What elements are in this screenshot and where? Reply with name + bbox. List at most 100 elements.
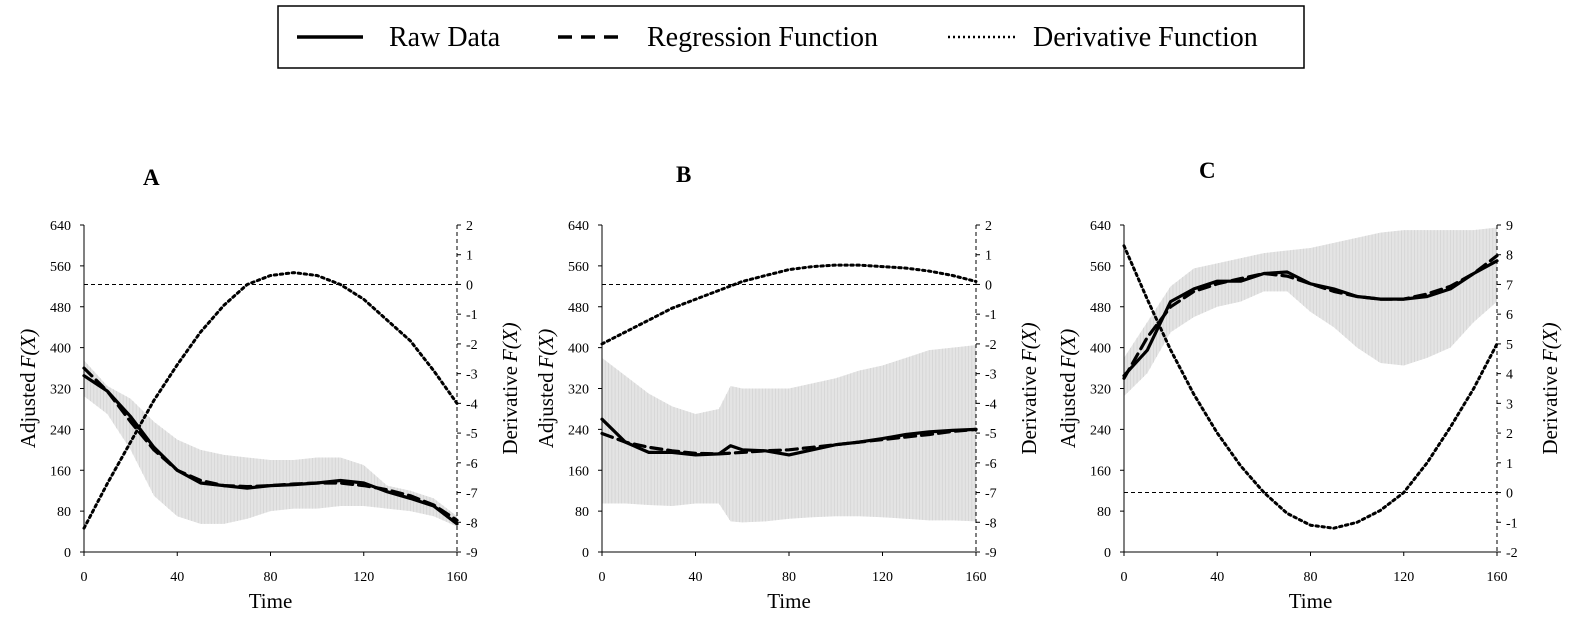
y-left-tick-label: 480 <box>568 301 589 316</box>
x-tick-label: 40 <box>1210 570 1224 585</box>
y-right-tick-label: -3 <box>985 368 997 383</box>
y-left-tick-label: 480 <box>1090 301 1111 316</box>
y-left-tick-label: 240 <box>1090 423 1111 438</box>
derivative-line <box>600 263 978 346</box>
y-right-tick-label: 6 <box>1506 308 1513 323</box>
x-axis-title: Time <box>1289 589 1333 613</box>
y-left-tick-label: 240 <box>568 423 589 438</box>
x-tick-label: 120 <box>1393 570 1414 585</box>
error-band <box>83 360 457 527</box>
y-right-tick-label: 1 <box>985 249 992 264</box>
x-tick-label: 160 <box>966 570 987 585</box>
raw-data-line <box>82 374 459 526</box>
y-right-tick-label: 0 <box>466 278 473 293</box>
y-left-tick-label: 0 <box>1104 546 1111 561</box>
regression-line <box>600 427 978 456</box>
y-left-tick-label: 0 <box>64 546 71 561</box>
x-axis-title: Time <box>767 589 811 613</box>
y-left-tick-label: 80 <box>575 505 589 520</box>
y-right-tick-label: 4 <box>1506 368 1513 383</box>
y-right-tick-label: -6 <box>985 457 997 472</box>
x-tick-label: 0 <box>81 570 88 585</box>
y-right-tick-label: -8 <box>466 516 478 531</box>
y-left-tick-label: 560 <box>568 260 589 275</box>
y-right-tick-label: -2 <box>466 338 478 353</box>
y-right-tick-label: -2 <box>985 338 997 353</box>
y-left-tick-label: 320 <box>568 383 589 398</box>
legend-label-raw: Raw Data <box>389 22 501 53</box>
y-left-axis-title-fx: F(X) <box>534 329 558 370</box>
x-tick-label: 0 <box>1121 570 1128 585</box>
y-left-axis-title-word: Adjusted <box>1056 372 1080 448</box>
x-tick-label: 160 <box>1487 570 1508 585</box>
y-left-axis-title-fx: F(X) <box>16 329 40 370</box>
y-right-axis-title: Derivative F(X) <box>1538 322 1562 454</box>
error-band <box>1123 227 1497 397</box>
y-right-tick-label: -5 <box>985 427 997 442</box>
regression-line <box>1122 254 1499 380</box>
y-left-tick-label: 160 <box>568 464 589 479</box>
y-right-axis-title-word: Derivative <box>498 366 522 455</box>
error-band-fill <box>1124 227 1497 397</box>
panel-letter: A <box>143 165 160 190</box>
y-right-tick-label: -9 <box>985 546 997 561</box>
y-right-tick-label: -2 <box>1506 546 1518 561</box>
y-right-tick-label: -1 <box>466 308 478 323</box>
y-left-tick-label: 320 <box>50 383 71 398</box>
x-tick-label: 40 <box>689 570 703 585</box>
y-right-tick-label: 1 <box>1506 457 1513 472</box>
x-tick-label: 0 <box>599 570 606 585</box>
y-right-axis-title-fx: F(X) <box>1017 322 1041 363</box>
y-right-tick-label: 5 <box>1506 338 1513 353</box>
y-right-tick-label: 0 <box>985 278 992 293</box>
y-right-tick-label: 0 <box>1506 487 1513 502</box>
y-right-tick-label: -4 <box>985 397 997 412</box>
y-right-tick-label: -5 <box>466 427 478 442</box>
raw-data-line <box>600 417 978 457</box>
error-band-fill <box>84 360 457 527</box>
y-left-tick-label: 160 <box>50 464 71 479</box>
y-right-tick-label: -9 <box>466 546 478 561</box>
y-right-tick-label: -7 <box>985 487 997 502</box>
y-left-tick-label: 640 <box>1090 219 1111 234</box>
y-right-tick-label: 3 <box>1506 397 1513 412</box>
x-tick-label: 120 <box>353 570 374 585</box>
legend: Raw Data Regression Function Derivative … <box>277 5 1305 69</box>
x-axis-title: Time <box>249 589 293 613</box>
y-right-tick-label: 2 <box>1506 427 1513 442</box>
y-left-tick-label: 400 <box>568 342 589 357</box>
y-left-axis-title-word: Adjusted <box>16 372 40 448</box>
y-right-tick-label: 2 <box>466 219 473 234</box>
y-right-tick-label: 8 <box>1506 249 1513 264</box>
x-tick-label: 40 <box>170 570 184 585</box>
y-left-tick-label: 400 <box>50 342 71 357</box>
x-tick-label: 160 <box>447 570 468 585</box>
legend-label-derivative: Derivative Function <box>1033 22 1258 53</box>
derivative-line <box>1122 244 1499 530</box>
y-right-tick-label: -6 <box>466 457 478 472</box>
y-left-tick-label: 400 <box>1090 342 1111 357</box>
error-band-fill <box>602 345 976 523</box>
y-right-axis-title: Derivative F(X) <box>498 322 522 454</box>
y-left-tick-label: 560 <box>1090 260 1111 275</box>
legend-label-regression: Regression Function <box>647 22 878 53</box>
x-tick-label: 120 <box>872 570 893 585</box>
y-right-tick-label: 2 <box>985 219 992 234</box>
y-left-axis-title: AdjustedF(X) <box>534 329 558 448</box>
y-left-tick-label: 0 <box>582 546 589 561</box>
y-left-axis-title: AdjustedF(X) <box>1056 329 1080 448</box>
y-right-tick-label: 1 <box>466 249 473 264</box>
panel-letter: C <box>1199 158 1216 183</box>
panel-letter: B <box>676 162 691 187</box>
legend-box <box>277 5 1305 69</box>
y-right-tick-label: -7 <box>466 487 478 502</box>
y-left-tick-label: 640 <box>50 219 71 234</box>
y-left-axis-title-fx: F(X) <box>1056 329 1080 370</box>
y-right-axis-title-word: Derivative <box>1017 366 1041 455</box>
y-left-tick-label: 80 <box>1097 505 1111 520</box>
y-right-tick-label: -1 <box>985 308 997 323</box>
panel-a: A080160240320400480560640-9-8-7-6-5-4-3-… <box>16 165 522 613</box>
y-right-axis-title-fx: F(X) <box>1538 322 1562 363</box>
y-left-axis-title: AdjustedF(X) <box>16 329 40 448</box>
